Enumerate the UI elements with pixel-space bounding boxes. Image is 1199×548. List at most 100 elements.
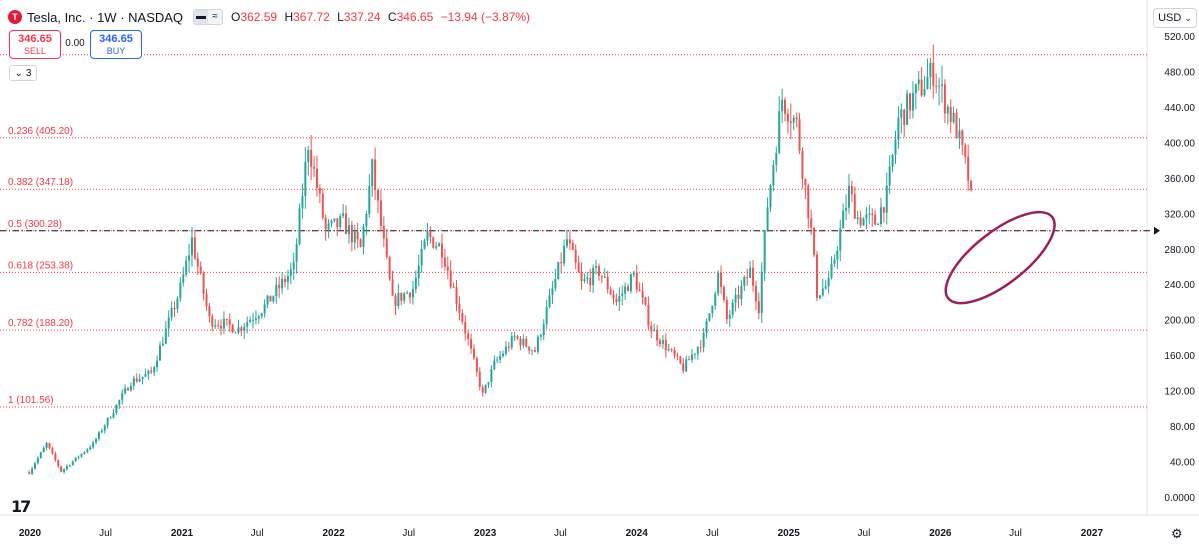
candle-body: [725, 299, 728, 320]
candle-body: [313, 166, 316, 169]
candle-body: [440, 243, 443, 258]
x-tick-label: 2020: [19, 528, 42, 539]
candle-body: [272, 296, 275, 302]
candle-body: [414, 277, 417, 290]
candle-body: [327, 223, 330, 230]
gear-icon[interactable]: ⚙: [1171, 526, 1183, 541]
candle-body: [455, 287, 458, 305]
candle-body: [813, 227, 816, 255]
candle-body: [690, 354, 693, 360]
candle-body: [545, 307, 548, 325]
y-tick-label: 120.00: [1164, 387, 1195, 398]
candle-body: [333, 218, 336, 221]
candle-body: [807, 185, 810, 219]
candle-body: [231, 324, 234, 333]
candle-body: [659, 340, 662, 345]
candle-body: [452, 286, 455, 288]
candle-body: [911, 93, 914, 111]
candle-body: [536, 336, 539, 352]
candle-body: [589, 277, 592, 286]
candle-body: [885, 185, 888, 213]
candle-body: [638, 289, 641, 292]
symbol-title[interactable]: Tesla, Inc. · 1W · NASDAQ: [27, 9, 184, 25]
ellipse-annotation: [944, 210, 1056, 305]
y-tick-label: 360.00: [1164, 174, 1195, 185]
bar-icon[interactable]: ▬: [194, 10, 209, 24]
buy-button[interactable]: 346.65 BUY: [90, 30, 142, 59]
candle-body: [475, 358, 478, 372]
candle-body: [949, 106, 952, 123]
candle-body: [682, 363, 685, 372]
wave-icon[interactable]: ≈: [212, 11, 218, 22]
candle-body: [938, 85, 941, 87]
candle-body: [150, 370, 153, 373]
candle-body: [847, 185, 850, 208]
candle-body: [182, 274, 185, 283]
x-tick-label: Jul: [1009, 528, 1022, 539]
candle-body: [490, 368, 493, 383]
candle-body: [688, 359, 691, 361]
candle-body: [429, 231, 432, 238]
candle-body: [330, 220, 333, 224]
candle-body: [810, 218, 813, 228]
candle-body: [754, 285, 757, 302]
candle-body: [83, 452, 86, 454]
candles: [28, 44, 973, 475]
candle-body: [481, 387, 484, 393]
candle-body: [222, 318, 225, 329]
candle-body: [737, 294, 740, 300]
candle-body: [292, 261, 295, 270]
candle-body: [580, 272, 583, 282]
candle-body: [470, 339, 473, 349]
candle-body: [592, 267, 595, 286]
chevron-down-icon: ⌄: [14, 67, 23, 79]
candle-body: [420, 248, 423, 266]
tradingview-logo-icon: 17: [11, 497, 31, 516]
candle-body: [534, 350, 537, 352]
candle-body: [699, 346, 702, 348]
high-value: 367.72: [293, 10, 330, 24]
candle-body: [635, 272, 638, 290]
compare-toggle[interactable]: ▬ ≈: [193, 9, 224, 25]
fib-level-label: 0.782 (188.20): [8, 318, 73, 329]
candle-body: [51, 448, 54, 454]
candle-body: [845, 207, 848, 211]
indicators-collapse-button[interactable]: ⌄ 3: [9, 65, 37, 81]
sell-button[interactable]: 346.65 SELL: [9, 30, 61, 59]
fib-level-label: 0.236 (405.20): [8, 126, 73, 137]
candle-body: [667, 349, 670, 351]
candle-body: [702, 332, 705, 348]
candle-body: [853, 194, 856, 219]
candle-body: [650, 325, 653, 332]
candle-body: [798, 119, 801, 151]
candle-body: [595, 266, 598, 268]
candle-body: [185, 260, 188, 275]
candle-body: [827, 277, 830, 287]
candle-body: [789, 121, 792, 123]
candle-body: [661, 340, 664, 345]
candle-body: [298, 208, 301, 245]
candle-body: [967, 156, 970, 181]
y-tick-label: 0.0000: [1164, 493, 1195, 504]
ray-arrow-icon: [1154, 226, 1160, 235]
candle-body: [464, 322, 467, 334]
open-key: O: [231, 10, 241, 24]
candle-body: [170, 307, 173, 318]
candle-body: [914, 84, 917, 94]
candle-body: [374, 159, 377, 191]
chevron-down-icon: ⌄: [1184, 12, 1192, 23]
candle-body: [830, 263, 833, 278]
candle-body: [784, 99, 787, 114]
candle-body: [781, 99, 784, 112]
candle-body: [478, 371, 481, 388]
candle-body: [350, 225, 353, 243]
candle-body: [156, 360, 159, 368]
candle-body: [766, 207, 769, 231]
candle-body: [353, 231, 356, 243]
candle-body: [929, 62, 932, 78]
currency-select[interactable]: USD ⌄: [1153, 8, 1197, 28]
candle-body: [57, 460, 60, 467]
y-tick-label: 480.00: [1164, 67, 1195, 78]
candle-body: [685, 359, 688, 372]
